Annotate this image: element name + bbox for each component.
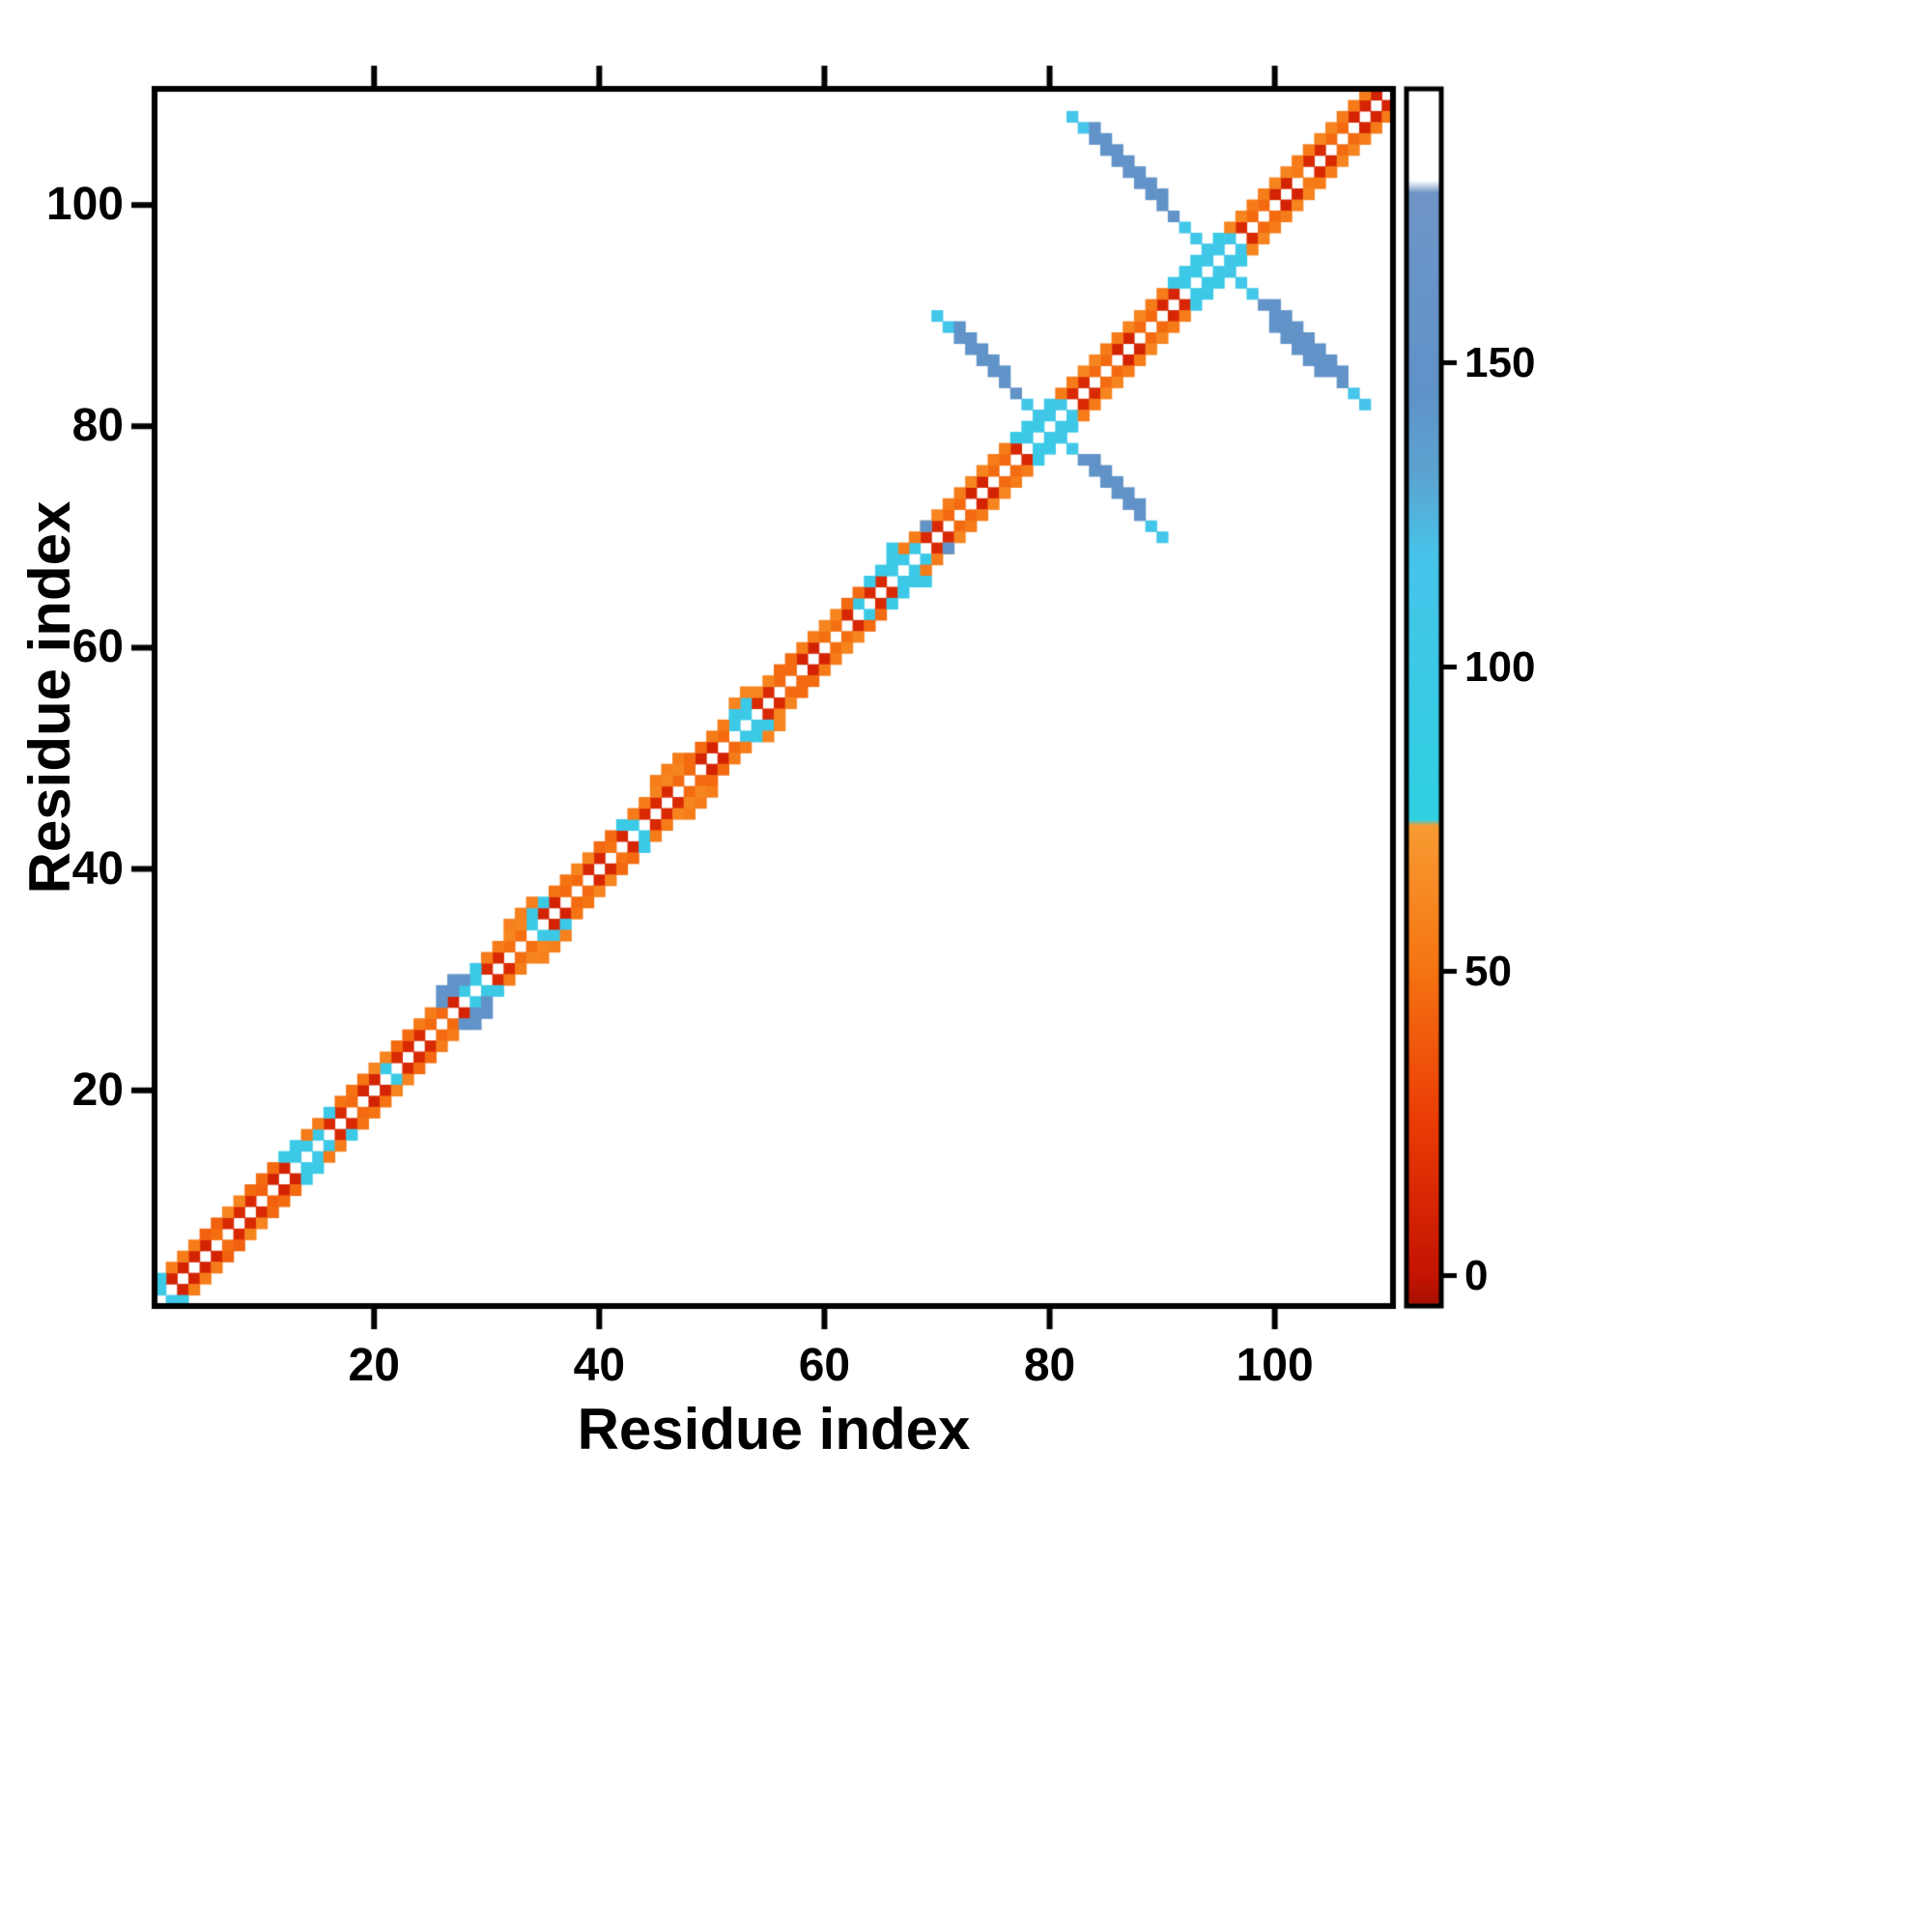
colorbar-tick-label: 150 — [1464, 338, 1536, 386]
colorbar — [1406, 89, 1441, 1306]
y-tick-label: 20 — [71, 1064, 124, 1116]
y-tick-label: 40 — [71, 842, 124, 895]
x-tick-label: 20 — [348, 1340, 400, 1391]
x-tick-label: 80 — [1023, 1340, 1076, 1391]
y-tick-label: 60 — [71, 621, 124, 673]
colorbar-tick-label: 0 — [1464, 1251, 1489, 1299]
x-axis-label: Residue index — [577, 1397, 971, 1462]
x-tick-label: 60 — [798, 1340, 851, 1391]
y-tick-label: 80 — [71, 400, 124, 452]
colorbar-tick-label: 50 — [1464, 947, 1512, 995]
colorbar-tick-label: 100 — [1464, 642, 1536, 691]
x-tick-label: 40 — [573, 1340, 626, 1391]
plot-area — [155, 89, 1393, 1306]
y-tick-label: 100 — [45, 179, 124, 231]
x-tick-label: 100 — [1236, 1340, 1314, 1391]
y-axis-label: Residue index — [17, 500, 82, 895]
